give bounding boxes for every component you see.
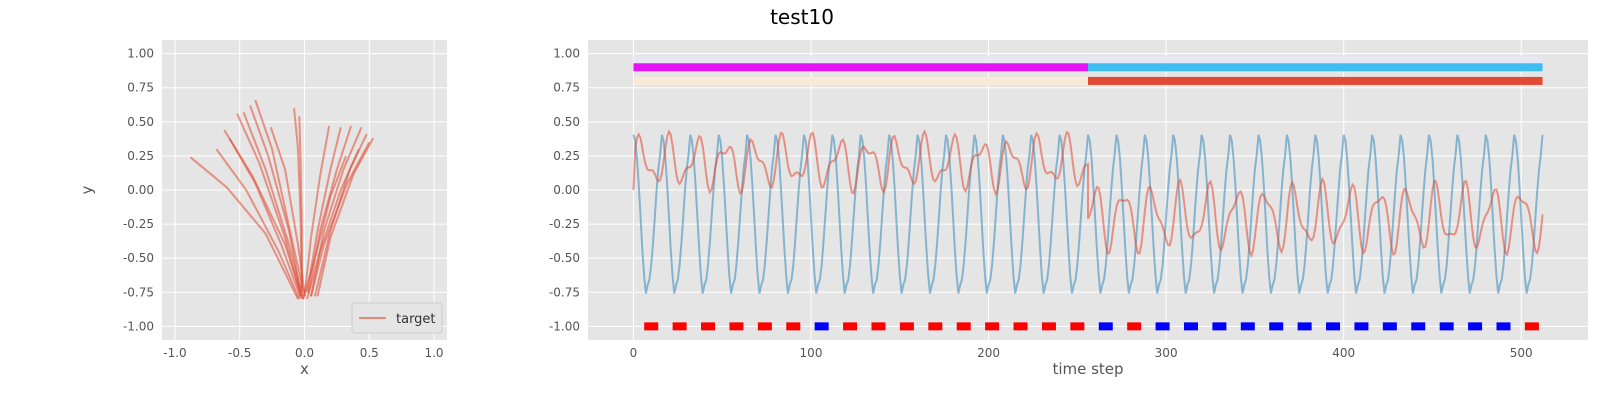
state-band bbox=[633, 63, 1088, 72]
segment-marker bbox=[1013, 322, 1028, 331]
segment-marker bbox=[1041, 322, 1056, 331]
time-series-data bbox=[632, 129, 1544, 294]
state-band bbox=[1088, 76, 1543, 85]
segment-marker bbox=[1354, 322, 1369, 331]
legend-box bbox=[351, 302, 443, 334]
xy-plot-xlabel: x bbox=[300, 360, 309, 378]
legend-label-target: target bbox=[396, 312, 436, 327]
target-stroke bbox=[236, 113, 302, 297]
x-tick-label: 300 bbox=[1155, 346, 1178, 360]
y-tick-label: 1.00 bbox=[127, 47, 154, 61]
target-stroke bbox=[302, 155, 347, 300]
y-tick-label: -1.00 bbox=[549, 319, 580, 333]
state-band bbox=[633, 56, 1543, 65]
xy-plot-ticks: -1.0 -0.5 0.0 0.5 1.0 -1.00 -0.75 -0.50 -0.25 0.0… bbox=[123, 47, 444, 360]
state-band bbox=[633, 76, 1088, 85]
xy-plot: -1.0 -0.5 0.0 0.5 1.0 -1.00 -0.75 -0.50 -0.25 0.0… bbox=[78, 40, 447, 378]
segment-marker bbox=[871, 322, 886, 331]
y-tick-label: 0.75 bbox=[127, 81, 154, 95]
segment-marker bbox=[1070, 322, 1085, 331]
segment-marker bbox=[1183, 322, 1198, 331]
segment-marker bbox=[956, 322, 971, 331]
x-tick-label: 0.5 bbox=[360, 346, 379, 360]
xy-plot-data bbox=[189, 99, 375, 300]
target-stroke bbox=[228, 137, 302, 299]
segment-marker bbox=[1212, 322, 1227, 331]
y-tick-label: -0.75 bbox=[123, 285, 154, 299]
y-tick-label: 0.00 bbox=[127, 183, 154, 197]
xy-plot-grid bbox=[162, 40, 447, 340]
segment-marker bbox=[644, 322, 659, 331]
target-stroke bbox=[189, 156, 299, 300]
segment-marker bbox=[843, 322, 858, 331]
y-tick-label: -1.00 bbox=[123, 319, 154, 333]
y-tick-label: 0.50 bbox=[553, 115, 580, 129]
segment-marker bbox=[814, 322, 829, 331]
x-tick-label: -1.0 bbox=[163, 346, 186, 360]
figure-title: test10 bbox=[770, 5, 834, 29]
target-stroke bbox=[316, 137, 375, 297]
x-tick-label: 1.0 bbox=[424, 346, 443, 360]
target-stroke bbox=[215, 148, 301, 300]
xy-plot-ylabel: y bbox=[78, 185, 96, 194]
segment-marker bbox=[1468, 322, 1483, 331]
segment-marker bbox=[928, 322, 943, 331]
y-tick-label: 0.00 bbox=[553, 183, 580, 197]
segment-marker bbox=[1155, 322, 1170, 331]
red-series bbox=[632, 129, 1544, 259]
segment-marker bbox=[672, 322, 687, 331]
y-tick-label: 0.75 bbox=[553, 81, 580, 95]
y-tick-label: -0.75 bbox=[549, 285, 580, 299]
segment-marker bbox=[1524, 322, 1539, 331]
blue-series bbox=[632, 134, 1544, 294]
segment-marker bbox=[1439, 322, 1454, 331]
y-tick-label: 0.25 bbox=[553, 149, 580, 163]
legend: target bbox=[351, 302, 443, 334]
x-tick-label: 400 bbox=[1332, 346, 1355, 360]
x-tick-label: 200 bbox=[977, 346, 1000, 360]
state-band bbox=[1088, 63, 1543, 72]
segment-marker bbox=[1382, 322, 1397, 331]
y-tick-label: 0.50 bbox=[127, 115, 154, 129]
segment-marker bbox=[1127, 322, 1142, 331]
segment-marker bbox=[701, 322, 716, 331]
segment-marker bbox=[1240, 322, 1255, 331]
segment-marker bbox=[786, 322, 801, 331]
y-tick-label: -0.50 bbox=[123, 251, 154, 265]
segment-marker bbox=[729, 322, 744, 331]
segment-marker bbox=[757, 322, 772, 331]
x-tick-label: 500 bbox=[1510, 346, 1533, 360]
segment-marker bbox=[1496, 322, 1511, 331]
time-series-ticks: 0 100 200 300 400 500 -1.00 -0.75 -0.50 -0.25 0.00… bbox=[549, 47, 1533, 360]
time-series-xlabel: time step bbox=[1052, 360, 1123, 378]
target-stroke bbox=[254, 99, 306, 297]
y-tick-label: 0.25 bbox=[127, 149, 154, 163]
x-tick-label: 0 bbox=[630, 346, 638, 360]
target-stroke bbox=[249, 105, 303, 300]
segment-marker bbox=[985, 322, 1000, 331]
y-tick-label: -0.25 bbox=[549, 217, 580, 231]
target-stroke bbox=[310, 141, 371, 297]
y-tick-label: -0.25 bbox=[123, 217, 154, 231]
x-tick-label: -0.5 bbox=[228, 346, 251, 360]
target-stroke bbox=[298, 116, 303, 289]
segment-marker bbox=[1098, 322, 1113, 331]
target-stroke bbox=[306, 127, 342, 293]
time-series-markers bbox=[644, 322, 1539, 331]
segment-marker bbox=[1326, 322, 1341, 331]
segment-marker bbox=[1297, 322, 1312, 331]
segment-marker bbox=[1269, 322, 1284, 331]
x-tick-label: 0.0 bbox=[295, 346, 314, 360]
segment-marker bbox=[1411, 322, 1426, 331]
time-series-plot: 0 100 200 300 400 500 -1.00 -0.75 -0.50 -0.25 0.00… bbox=[549, 40, 1588, 378]
y-tick-label: -0.50 bbox=[549, 251, 580, 265]
x-tick-label: 100 bbox=[800, 346, 823, 360]
time-series-bands bbox=[633, 56, 1543, 85]
target-stroke bbox=[303, 125, 331, 297]
target-stroke bbox=[306, 148, 360, 300]
y-tick-label: 1.00 bbox=[553, 47, 580, 61]
segment-marker bbox=[899, 322, 914, 331]
